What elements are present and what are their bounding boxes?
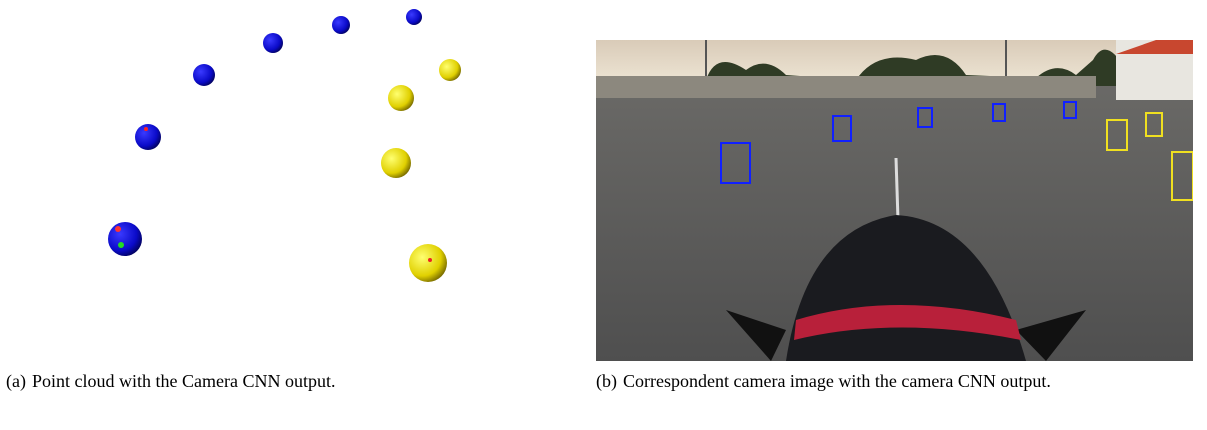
yellow-spheres (381, 59, 461, 282)
camera-image (596, 40, 1193, 361)
caption-b: (b) Correspondent camera image with the c… (596, 369, 1196, 393)
caption-label: (b) (596, 371, 617, 391)
caption-label: (a) (6, 371, 26, 391)
caption-text: Point cloud with the Camera CNN output. (32, 371, 335, 391)
point-cloud (0, 0, 580, 300)
caption-text: Correspondent camera image with the came… (623, 371, 1051, 391)
caption-a: (a) Point cloud with the Camera CNN outpu… (6, 369, 566, 393)
detection-points (115, 127, 432, 262)
page: (a) Point cloud with the Camera CNN outpu… (0, 0, 1207, 430)
blue-spheres (108, 9, 422, 256)
